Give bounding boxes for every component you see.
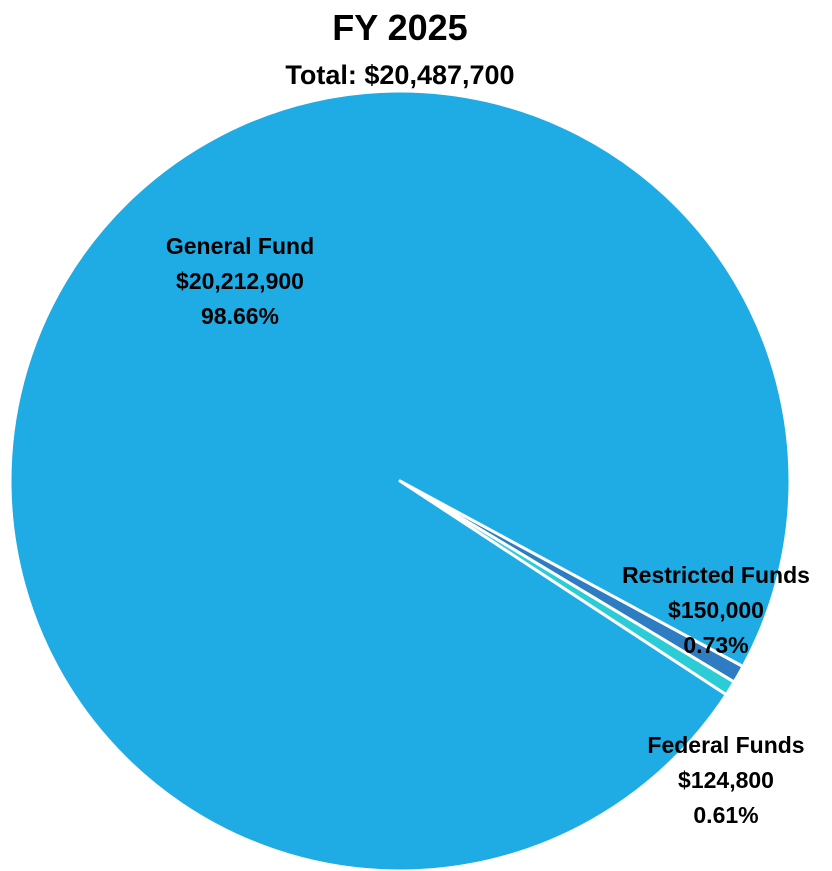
slice-value-restricted-funds: $150,000 [668,597,764,623]
slice-label-restricted-funds: Restricted Funds $150,000 0.73% [600,558,832,663]
slice-value-general-fund: $20,212,900 [176,268,304,294]
slice-name-federal-funds: Federal Funds [647,732,805,758]
pie-slices [8,89,792,871]
slice-percent-federal-funds: 0.61% [693,802,759,828]
slice-value-federal-funds: $124,800 [678,767,774,793]
slice-name-general-fund: General Fund [165,233,315,259]
slice-percent-general-fund: 98.66% [200,303,279,329]
slice-label-federal-funds: Federal Funds $124,800 0.61% [626,728,826,833]
chart-subtitle: Total: $20,487,700 [285,60,515,90]
slice-name-restricted-funds: Restricted Funds [622,562,810,588]
slice-percent-restricted-funds: 0.73% [683,632,749,658]
chart-title: FY 2025 [332,7,468,48]
slice-label-general-fund: General Fund $20,212,900 98.66% [130,229,350,334]
